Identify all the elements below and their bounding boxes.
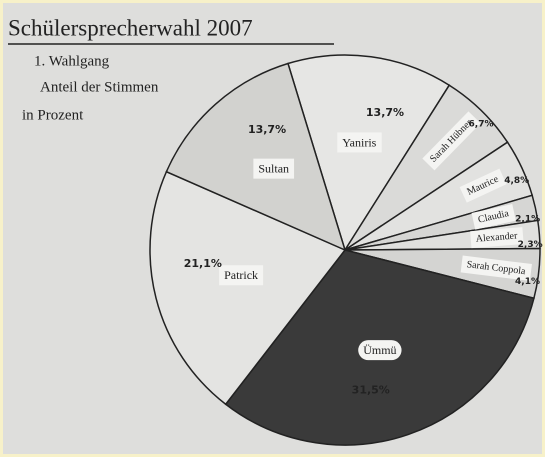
pie-slice bbox=[287, 54, 451, 252]
subtitle: 1. Wahlgang bbox=[34, 53, 110, 69]
value-label: 2,3% bbox=[518, 240, 543, 250]
slice-name-text: Ümmü bbox=[363, 343, 396, 357]
value-label: 13,7% bbox=[366, 106, 404, 119]
value-label: 4,8% bbox=[504, 176, 529, 186]
value-label: 21,1% bbox=[184, 257, 222, 270]
label-patch bbox=[337, 132, 382, 153]
slice-name-text: Patrick bbox=[224, 268, 258, 282]
chart-title: Schülersprecherwahl 2007 bbox=[8, 15, 253, 40]
slice-name: Patrick bbox=[219, 265, 264, 286]
subtitle: Anteil der Stimmen bbox=[40, 79, 159, 95]
label-patch bbox=[219, 265, 264, 286]
slice-name: Yaniris bbox=[337, 132, 382, 153]
label-patch bbox=[358, 340, 402, 361]
slice-name-text: Alexander bbox=[475, 230, 518, 244]
pie-slice bbox=[165, 62, 347, 252]
pie-slice bbox=[149, 170, 347, 406]
slice-name: Sarah Coppola bbox=[460, 255, 532, 281]
value-label: 2,1% bbox=[515, 214, 540, 224]
slice-name: Sultan bbox=[253, 158, 295, 179]
label-patch bbox=[422, 111, 481, 171]
label-patch bbox=[253, 158, 295, 179]
label-patch bbox=[470, 227, 524, 249]
value-label: 4,1% bbox=[515, 277, 540, 287]
label-patch bbox=[471, 204, 516, 230]
label-patch bbox=[460, 255, 532, 281]
slice-name-text: Yaniris bbox=[342, 135, 376, 149]
value-label: 13,7% bbox=[248, 123, 286, 136]
subtitle: in Prozent bbox=[22, 107, 84, 123]
slice-name-text: Sultan bbox=[258, 162, 289, 176]
value-label: 31,5% bbox=[352, 384, 390, 397]
value-label: 6,7% bbox=[469, 120, 494, 130]
label-patch bbox=[459, 168, 507, 203]
slice-name: Alexander bbox=[470, 227, 524, 249]
slice-name: Ümmü bbox=[358, 340, 402, 361]
slice-name: Claudia bbox=[471, 204, 516, 230]
